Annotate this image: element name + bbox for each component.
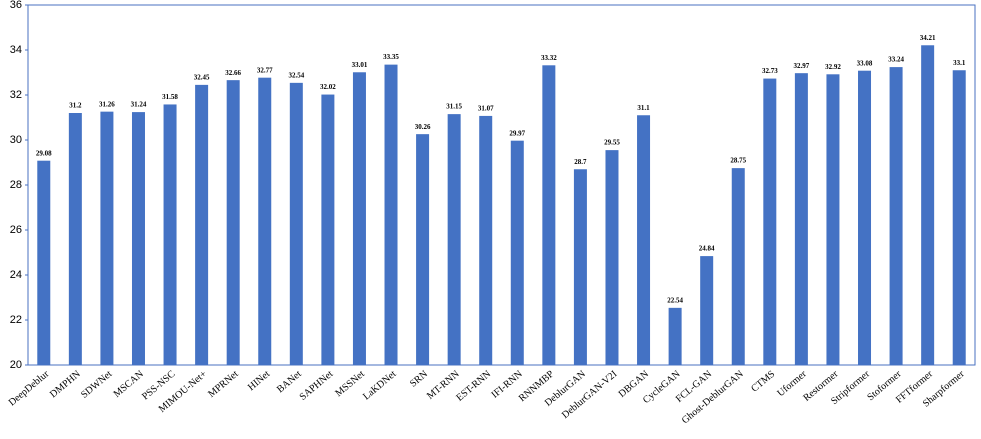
bar <box>510 140 524 365</box>
bar <box>384 64 398 365</box>
bar <box>573 169 587 365</box>
x-tick-label: DeblurGAN-V2I <box>560 369 619 421</box>
bar <box>100 111 114 366</box>
value-label: 31.1 <box>637 104 650 112</box>
bar <box>889 67 903 365</box>
bar <box>700 256 714 365</box>
value-label: 28.7 <box>574 158 587 166</box>
value-label: 31.26 <box>99 100 115 108</box>
y-tick-label: 30 <box>10 134 22 146</box>
value-label: 31.24 <box>131 101 147 109</box>
bar <box>226 80 240 366</box>
value-label: 33.1 <box>953 59 966 67</box>
value-label: 32.77 <box>257 66 273 74</box>
x-tick-label: SDWNet <box>79 368 114 400</box>
value-label: 33.32 <box>541 54 557 62</box>
value-label: 31.2 <box>69 102 82 110</box>
bar <box>952 70 966 365</box>
bar <box>68 113 82 365</box>
x-tick-label: DeepDeblur <box>7 368 52 408</box>
bar <box>131 112 145 365</box>
value-label: 29.55 <box>604 139 620 147</box>
bar <box>352 72 366 366</box>
value-label: 33.35 <box>383 53 399 61</box>
value-label: 33.01 <box>352 61 368 69</box>
bar <box>605 150 619 365</box>
value-label: 31.15 <box>446 103 462 111</box>
y-tick-label: 36 <box>10 0 22 11</box>
value-label: 24.84 <box>699 245 715 253</box>
y-tick-label: 28 <box>10 179 22 191</box>
bar <box>858 70 872 365</box>
bar <box>668 307 682 365</box>
y-tick-label: 22 <box>10 314 22 326</box>
y-tick-label: 24 <box>10 269 22 281</box>
bar <box>195 84 209 365</box>
x-tick-label: CTMS <box>749 369 777 395</box>
value-label: 32.02 <box>320 83 336 91</box>
y-tick-label: 26 <box>10 224 22 236</box>
bar <box>637 115 651 365</box>
x-tick-label: BANet <box>275 368 304 395</box>
bar <box>763 78 777 365</box>
x-tick-label: DMPHN <box>48 369 83 401</box>
bar <box>542 65 556 366</box>
y-tick-label: 34 <box>10 44 22 56</box>
value-label: 33.08 <box>857 59 873 67</box>
y-tick-label: 20 <box>10 359 22 371</box>
bar <box>921 45 935 366</box>
bar <box>826 74 840 366</box>
value-label: 29.97 <box>509 129 525 137</box>
bar <box>321 94 335 366</box>
value-label: 22.54 <box>667 296 683 304</box>
x-tick-label: SRN <box>408 369 430 390</box>
value-label: 28.75 <box>730 157 746 165</box>
x-tick-label: MPRNet <box>206 368 240 399</box>
value-label: 32.73 <box>762 67 778 75</box>
x-tick-label: LaKDNet <box>361 368 398 402</box>
bar <box>416 134 430 365</box>
bar <box>163 104 177 365</box>
x-tick-label: EST-RNN <box>454 369 493 404</box>
value-label: 32.54 <box>288 71 304 79</box>
bar <box>37 160 51 365</box>
value-label: 29.08 <box>36 149 52 157</box>
x-tick-label: HINet <box>246 368 272 393</box>
value-label: 32.66 <box>225 69 241 77</box>
value-label: 33.24 <box>888 56 904 64</box>
value-label: 32.45 <box>194 73 210 81</box>
x-tick-label: SAPHNet <box>298 368 336 402</box>
bar <box>289 82 303 365</box>
bar <box>731 168 745 365</box>
bar <box>794 73 808 366</box>
value-label: 32.92 <box>825 63 841 71</box>
y-tick-label: 32 <box>10 89 22 101</box>
value-label: 31.58 <box>162 93 178 101</box>
value-label: 31.07 <box>478 105 494 113</box>
value-label: 32.97 <box>794 62 810 70</box>
bar <box>447 114 461 365</box>
value-label: 34.21 <box>920 34 936 42</box>
bar <box>258 77 272 366</box>
bar <box>479 115 493 365</box>
value-label: 30.26 <box>415 123 431 131</box>
